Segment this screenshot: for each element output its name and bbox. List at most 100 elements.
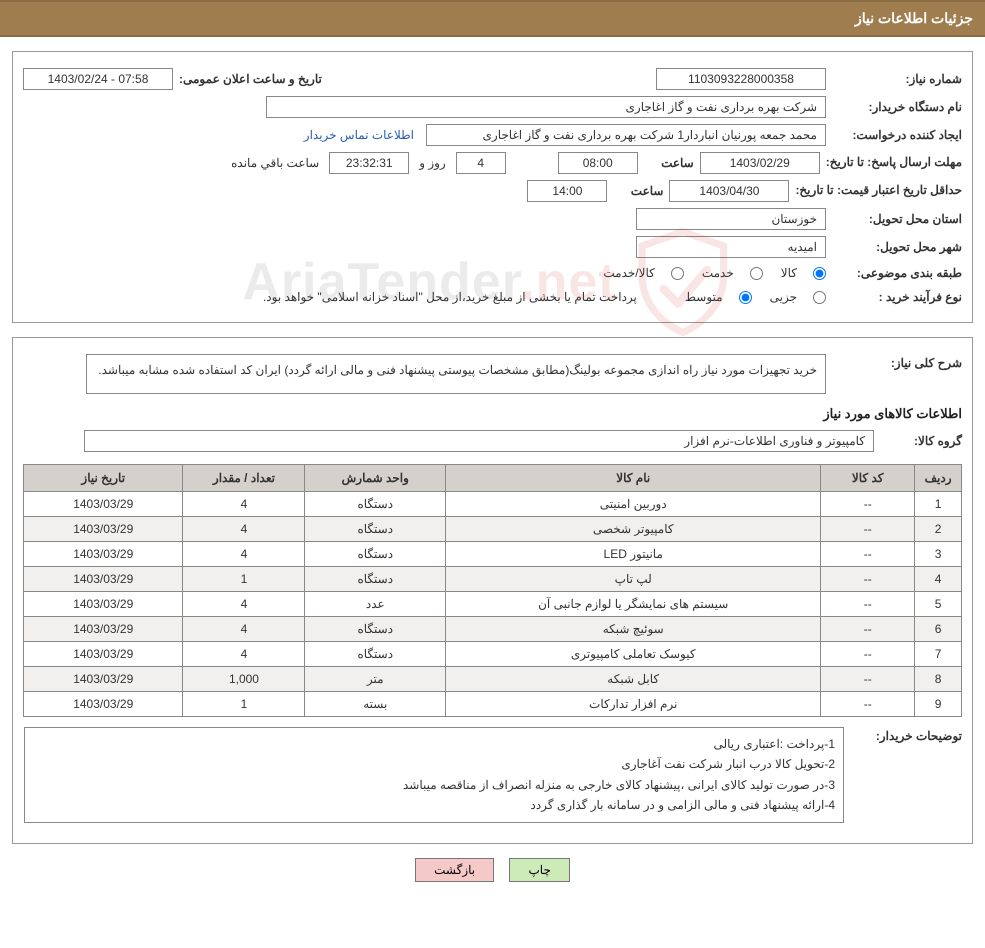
table-cell: کامپیوتر شخصی: [446, 517, 821, 542]
requester-value: محمد جمعه پورنیان انباردار1 شرکت بهره بر…: [426, 124, 826, 146]
category-label: طبقه بندی موضوعی:: [832, 264, 962, 282]
table-cell: 1403/03/29: [24, 517, 183, 542]
table-cell: سیستم های نمایشگر یا لوازم جانبی آن: [446, 592, 821, 617]
print-button[interactable]: چاپ: [509, 858, 569, 882]
table-row: 2--کامپیوتر شخصیدستگاه41403/03/29: [24, 517, 962, 542]
table-cell: متر: [305, 667, 446, 692]
need-number-value: 1103093228000358: [656, 68, 826, 90]
table-cell: نرم افزار تدارکات: [446, 692, 821, 717]
buyer-notes-label: توضیحات خریدار:: [852, 727, 962, 745]
table-header: تعداد / مقدار: [183, 465, 305, 492]
table-cell: --: [821, 517, 915, 542]
table-cell: 2: [915, 517, 962, 542]
table-cell: 1403/03/29: [24, 542, 183, 567]
table-row: 1--دوربین امنیتیدستگاه41403/03/29: [24, 492, 962, 517]
radio-service[interactable]: [750, 267, 763, 280]
items-header: اطلاعات کالاهای مورد نیاز: [23, 406, 962, 422]
table-cell: 1403/03/29: [24, 592, 183, 617]
radio-both[interactable]: [671, 267, 684, 280]
table-cell: 4: [183, 592, 305, 617]
table-cell: 1403/03/29: [24, 692, 183, 717]
table-cell: کیوسک تعاملی کامپیوتری: [446, 642, 821, 667]
price-validity-label: حداقل تاریخ اعتبار قیمت: تا تاریخ:: [795, 181, 962, 201]
radio-partial[interactable]: [813, 291, 826, 304]
table-cell: --: [821, 542, 915, 567]
table-cell: دستگاه: [305, 492, 446, 517]
table-cell: 1: [183, 692, 305, 717]
announce-dt-value: 1403/02/24 - 07:58: [23, 68, 173, 90]
time-label-2: ساعت: [613, 184, 663, 198]
buyer-note-line: 1-پرداخت :اعتباری ریالی: [33, 734, 835, 754]
table-cell: دستگاه: [305, 617, 446, 642]
table-header: تاریخ نیاز: [24, 465, 183, 492]
table-cell: دستگاه: [305, 542, 446, 567]
price-date: 1403/04/30: [669, 180, 789, 202]
table-cell: دستگاه: [305, 517, 446, 542]
table-cell: 1403/03/29: [24, 492, 183, 517]
table-cell: 3: [915, 542, 962, 567]
group-value: کامپیوتر و فناوری اطلاعات-نرم افزار: [84, 430, 874, 452]
table-row: 9--نرم افزار تدارکاتبسته11403/03/29: [24, 692, 962, 717]
reply-deadline-label: مهلت ارسال پاسخ: تا تاریخ:: [826, 153, 962, 173]
need-number-label: شماره نیاز:: [832, 70, 962, 88]
process-note: پرداخت تمام یا بخشی از مبلغ خرید،از محل …: [259, 290, 641, 304]
table-cell: 9: [915, 692, 962, 717]
table-cell: 8: [915, 667, 962, 692]
table-header: نام کالا: [446, 465, 821, 492]
table-cell: 1403/03/29: [24, 667, 183, 692]
price-time: 14:00: [527, 180, 607, 202]
buyer-org-label: نام دستگاه خریدار:: [832, 98, 962, 116]
table-cell: 1,000: [183, 667, 305, 692]
buyer-note-line: 4-ارائه پیشنهاد فنی و مالی الزامی و در س…: [33, 795, 835, 815]
radio-partial-label: جزیی: [770, 290, 797, 304]
table-cell: سوئیچ شبکه: [446, 617, 821, 642]
table-cell: 4: [915, 567, 962, 592]
table-cell: --: [821, 617, 915, 642]
buyer-contact-link[interactable]: اطلاعات تماس خریدار: [298, 128, 420, 142]
buyer-note-line: 3-در صورت تولید کالای ایرانی ،پیشنهاد کا…: [33, 775, 835, 795]
table-cell: 4: [183, 542, 305, 567]
table-cell: دوربین امنیتی: [446, 492, 821, 517]
page-title-bar: جزئیات اطلاعات نیاز: [0, 0, 985, 37]
page-title: جزئیات اطلاعات نیاز: [855, 10, 973, 26]
table-row: 4--لپ تاپدستگاه11403/03/29: [24, 567, 962, 592]
table-cell: --: [821, 642, 915, 667]
description-label: شرح کلی نیاز:: [832, 354, 962, 372]
buyer-notes-text: 1-پرداخت :اعتباری ریالی2-تحویل کالا درب …: [24, 727, 844, 823]
table-cell: 5: [915, 592, 962, 617]
table-cell: 1: [183, 567, 305, 592]
radio-medium[interactable]: [739, 291, 752, 304]
table-header: کد کالا: [821, 465, 915, 492]
city-label: شهر محل تحویل:: [832, 238, 962, 256]
back-button[interactable]: بازگشت: [415, 858, 494, 882]
process-label: نوع فرآیند خرید :: [832, 288, 962, 306]
remaining-text: ساعت باقي مانده: [227, 156, 323, 170]
table-row: 5--سیستم های نمایشگر یا لوازم جانبی آنعد…: [24, 592, 962, 617]
table-cell: دستگاه: [305, 642, 446, 667]
table-cell: لپ تاپ: [446, 567, 821, 592]
description-text: خرید تجهیزات مورد نیاز راه اندازی مجموعه…: [86, 354, 826, 394]
group-label: گروه کالا:: [882, 432, 962, 450]
items-section: شرح کلی نیاز: خرید تجهیزات مورد نیاز راه…: [12, 337, 973, 844]
table-row: 6--سوئیچ شبکهدستگاه41403/03/29: [24, 617, 962, 642]
province-label: استان محل تحویل:: [832, 210, 962, 228]
table-cell: بسته: [305, 692, 446, 717]
table-cell: دستگاه: [305, 567, 446, 592]
table-cell: 1: [915, 492, 962, 517]
buyer-org-value: شرکت بهره برداری نفت و گاز اغاجاری: [266, 96, 826, 118]
buyer-note-line: 2-تحویل کالا درب انبار شرکت نفت آغاجاری: [33, 754, 835, 774]
radio-goods-label: کالا: [781, 266, 797, 280]
table-cell: 1403/03/29: [24, 642, 183, 667]
table-header: ردیف: [915, 465, 962, 492]
days-remaining: 4: [456, 152, 506, 174]
table-cell: --: [821, 592, 915, 617]
table-cell: کابل شبکه: [446, 667, 821, 692]
table-cell: --: [821, 567, 915, 592]
reply-date: 1403/02/29: [700, 152, 820, 174]
table-row: 3--مانیتور LEDدستگاه41403/03/29: [24, 542, 962, 567]
radio-service-label: خدمت: [702, 266, 734, 280]
table-cell: --: [821, 667, 915, 692]
table-cell: 4: [183, 642, 305, 667]
radio-goods[interactable]: [813, 267, 826, 280]
radio-medium-label: متوسط: [685, 290, 723, 304]
